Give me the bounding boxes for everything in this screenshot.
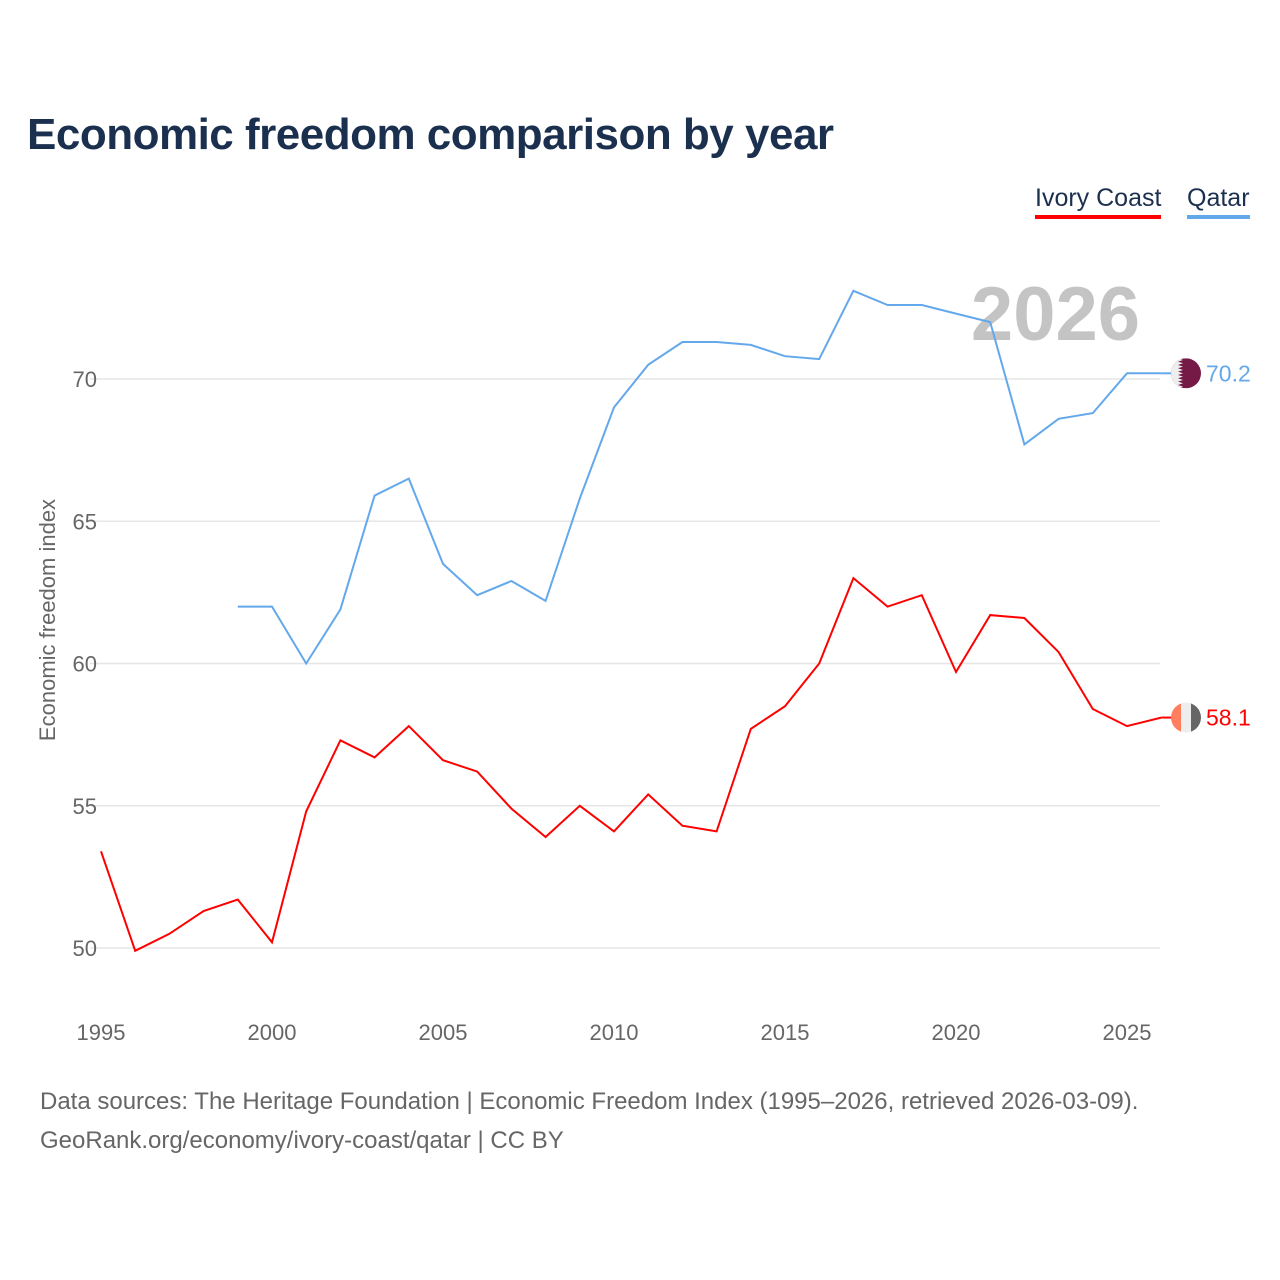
y-tick-label: 50 <box>73 936 97 961</box>
y-tick-label: 65 <box>73 509 97 534</box>
end-value-label: 70.2 <box>1206 360 1251 386</box>
chart-title: Economic freedom comparison by year <box>27 110 834 159</box>
flag-stripe <box>1191 702 1201 733</box>
x-tick-label: 2025 <box>1103 1020 1152 1045</box>
qatar-flag-icon <box>1171 358 1201 389</box>
x-tick-label: 1995 <box>77 1020 126 1045</box>
x-tick-label: 2005 <box>419 1020 468 1045</box>
x-tick-label: 2010 <box>590 1020 639 1045</box>
year-watermark: 2026 <box>971 272 1140 357</box>
x-tick-label: 2000 <box>248 1020 297 1045</box>
flag-stripe <box>1171 702 1181 733</box>
x-tick-label: 2015 <box>761 1020 810 1045</box>
legend-ivory-coast[interactable]: Ivory Coast <box>1035 184 1162 219</box>
flag-stripe <box>1181 702 1191 733</box>
legend-qatar[interactable]: Qatar <box>1187 184 1250 219</box>
series-line-qatar <box>237 289 1162 666</box>
data-sources: Data sources: The Heritage Foundation | … <box>40 1088 1139 1115</box>
y-tick-label: 55 <box>73 794 97 819</box>
credit-link[interactable]: GeoRank.org/economy/ivory-coast/qatar | … <box>40 1127 564 1154</box>
flag-body <box>1171 358 1201 389</box>
y-tick-label: 70 <box>73 367 97 392</box>
flag-body <box>1171 702 1201 733</box>
y-tick-label: 60 <box>73 652 97 677</box>
flag-white <box>1171 358 1183 389</box>
series-line-ivory-coast <box>100 576 1162 953</box>
ivory-coast-flag-icon <box>1171 702 1201 733</box>
end-value-label: 58.1 <box>1206 705 1251 731</box>
y-axis-label: Economic freedom index <box>35 499 60 741</box>
x-tick-label: 2020 <box>932 1020 981 1045</box>
